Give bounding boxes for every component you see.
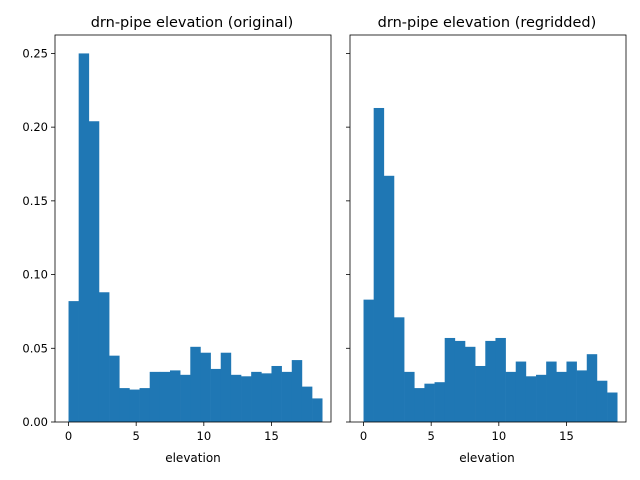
- histogram-bar: [220, 352, 232, 422]
- histogram-bar: [170, 370, 181, 422]
- histogram-panel-regridded: drn-pipe elevation (regridded) 0 5 10 15 el…: [346, 15, 627, 465]
- histogram-bar: [301, 386, 313, 422]
- y-axis-ticks: 0.00 0.05 0.10 0.15 0.20 0.25: [22, 46, 55, 429]
- x-tick-label: 5: [133, 429, 140, 443]
- histogram-bar: [505, 371, 517, 422]
- histogram-bar: [383, 175, 395, 422]
- histogram-bar: [556, 371, 567, 422]
- histogram-bar: [414, 388, 425, 422]
- y-tick-label: 0.25: [22, 46, 48, 60]
- histogram-bar: [139, 388, 151, 422]
- y-tick-label: 0.20: [22, 120, 48, 134]
- x-axis-label: elevation: [165, 451, 221, 465]
- histogram-bar: [109, 355, 120, 422]
- histogram-bar: [230, 374, 242, 422]
- histogram-bar: [271, 365, 282, 422]
- histogram-bar: [576, 370, 588, 422]
- histogram-bar: [444, 337, 456, 422]
- x-tick-label: 10: [197, 429, 212, 443]
- y-tick-label: 0.15: [22, 194, 48, 208]
- histogram-bar: [393, 317, 405, 422]
- histogram-bar: [149, 371, 161, 422]
- histogram-bar: [424, 383, 435, 422]
- histogram-bar: [596, 380, 608, 422]
- histogram-bar: [159, 371, 171, 422]
- x-tick-label: 0: [65, 429, 72, 443]
- histogram-bar: [404, 371, 415, 422]
- histogram-bar: [180, 374, 191, 422]
- histogram-bar: [363, 299, 374, 422]
- x-tick-label: 15: [264, 429, 279, 443]
- x-tick-label: 5: [428, 429, 435, 443]
- x-axis-ticks: 0 5 10 15: [360, 422, 574, 443]
- histogram-bar: [78, 53, 90, 423]
- x-tick-label: 15: [559, 429, 574, 443]
- axes-frame: [54, 34, 332, 423]
- histogram-bar: [566, 361, 577, 422]
- histogram-bar: [210, 368, 222, 422]
- histogram-bar: [190, 346, 201, 422]
- histogram-bar: [98, 292, 110, 422]
- histogram-bar: [434, 382, 446, 422]
- y-tick-label: 0.10: [22, 268, 48, 282]
- x-axis-label: elevation: [459, 451, 515, 465]
- histogram-bars: [68, 53, 323, 423]
- chart-title: drn-pipe elevation (original): [91, 15, 294, 31]
- axes-frame: [349, 34, 627, 423]
- histogram-bar: [465, 346, 476, 422]
- histogram-bar: [607, 392, 618, 422]
- histogram-bar: [291, 360, 303, 422]
- y-axis-ticks: [346, 53, 350, 423]
- histogram-bar: [261, 373, 272, 422]
- histogram-bar: [88, 121, 100, 422]
- histogram-bar: [251, 371, 262, 422]
- x-tick-label: 10: [492, 429, 507, 443]
- chart-title: drn-pipe elevation (regridded): [378, 15, 597, 31]
- histogram-panel-original: drn-pipe elevation (original) 0 5 10 15 0.0…: [22, 15, 332, 465]
- histogram-bar: [586, 354, 598, 422]
- x-axis-ticks: 0 5 10 15: [65, 422, 279, 443]
- histogram-bar: [312, 398, 323, 422]
- x-tick-label: 0: [360, 429, 367, 443]
- histogram-bar: [454, 340, 466, 422]
- histogram-bar: [495, 337, 506, 422]
- histogram-bar: [525, 376, 537, 422]
- histogram-bar: [241, 376, 252, 422]
- histogram-bar: [373, 107, 385, 422]
- histogram-bar: [546, 361, 557, 422]
- histogram-bar: [129, 389, 140, 422]
- histogram-bar: [536, 374, 547, 422]
- histogram-bar: [68, 301, 79, 422]
- histogram-bar: [281, 371, 293, 422]
- histogram-bar: [485, 340, 496, 422]
- histogram-bar: [475, 365, 486, 422]
- y-tick-label: 0.00: [22, 415, 48, 429]
- histogram-bar: [515, 361, 527, 422]
- histogram-bar: [200, 352, 211, 422]
- y-tick-label: 0.05: [22, 341, 48, 355]
- histogram-bars: [363, 107, 618, 422]
- histogram-bar: [119, 388, 130, 422]
